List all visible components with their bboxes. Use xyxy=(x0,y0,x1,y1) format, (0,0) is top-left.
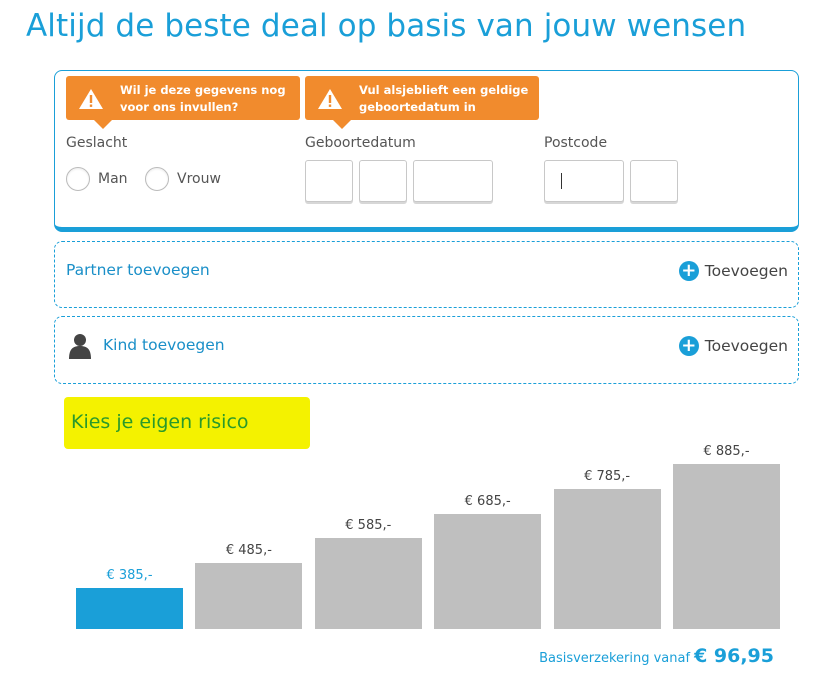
radio-circle[interactable] xyxy=(66,167,90,191)
tooltip-text: Wil je deze gegevens nog voor ons invull… xyxy=(120,83,286,114)
deductible-bar-label: € 885,- xyxy=(703,444,750,459)
partner-title[interactable]: Partner toevoegen xyxy=(66,261,210,279)
risk-heading-highlight: Kies je eigen risico xyxy=(64,397,310,449)
deductible-bar[interactable] xyxy=(314,538,422,629)
birthdate-month-input[interactable] xyxy=(359,160,407,202)
add-partner-button[interactable]: + Toevoegen xyxy=(678,261,788,281)
birthdate-label: Geboortedatum xyxy=(305,135,416,151)
deductible-bar-label: € 385,- xyxy=(106,568,153,583)
birthdate-year-input[interactable] xyxy=(413,160,493,202)
add-child-button[interactable]: + Toevoegen xyxy=(678,336,788,356)
footer-price: € 96,95 xyxy=(694,645,774,667)
warning-icon xyxy=(318,89,342,109)
deductible-bar-label: € 485,- xyxy=(225,543,272,559)
deductible-bar[interactable] xyxy=(76,588,183,629)
child-title[interactable]: Kind toevoegen xyxy=(103,336,225,354)
deductible-bar-label: € 685,- xyxy=(464,493,511,509)
deductible-bar-label: € 585,- xyxy=(345,518,392,534)
gender-radio-man[interactable]: Man xyxy=(66,167,128,191)
risk-heading: Kies je eigen risico xyxy=(71,411,249,433)
add-label: Toevoegen xyxy=(704,337,788,355)
radio-label: Vrouw xyxy=(177,171,221,187)
personal-details-card: Wil je deze gegevens nog voor ons invull… xyxy=(54,70,799,232)
gender-radio-vrouw[interactable]: Vrouw xyxy=(145,167,221,191)
partner-panel: Partner toevoegen + Toevoegen xyxy=(54,241,799,308)
base-insurance-footer: Basisverzekering vanaf € 96,95 xyxy=(539,645,774,667)
postcode-label: Postcode xyxy=(544,135,608,151)
gender-label: Geslacht xyxy=(66,135,128,151)
deductible-bar[interactable] xyxy=(673,464,780,629)
warning-icon xyxy=(79,89,103,109)
deductible-bar[interactable] xyxy=(434,513,542,629)
radio-circle[interactable] xyxy=(145,167,169,191)
gender-warning-tooltip: Wil je deze gegevens nog voor ons invull… xyxy=(66,76,300,129)
page-title: Altijd de beste deal op basis van jouw w… xyxy=(26,8,747,44)
child-panel: Kind toevoegen + Toevoegen xyxy=(54,316,799,384)
tooltip-text: Vul alsjeblieft een geldige geboortedatu… xyxy=(359,83,529,114)
plus-icon: + xyxy=(678,336,699,356)
person-icon xyxy=(69,334,91,359)
deductible-bar[interactable] xyxy=(553,488,661,629)
postcode-letters-input[interactable] xyxy=(630,160,678,202)
postcode-digits-input[interactable] xyxy=(544,160,624,202)
footer-label: Basisverzekering vanaf xyxy=(539,651,691,666)
deductible-bar-label: € 785,- xyxy=(584,468,631,484)
birthdate-day-input[interactable] xyxy=(305,160,353,202)
deductible-bar[interactable] xyxy=(195,563,303,629)
add-label: Toevoegen xyxy=(704,262,788,280)
radio-label: Man xyxy=(98,171,128,187)
plus-icon: + xyxy=(678,261,699,281)
birthdate-warning-tooltip: Vul alsjeblieft een geldige geboortedatu… xyxy=(305,76,539,129)
